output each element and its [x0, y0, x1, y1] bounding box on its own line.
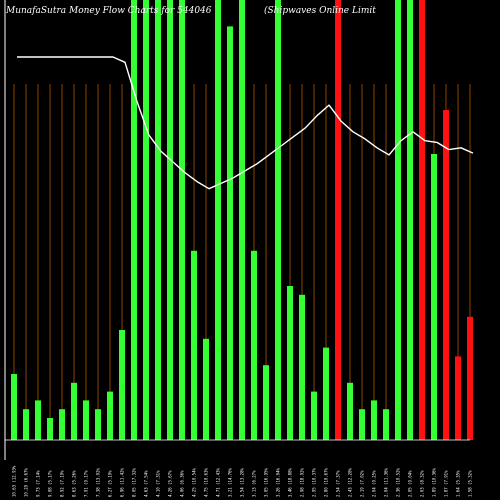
x-tick-label: 2.04 (11.36%	[384, 468, 389, 497]
x-tick-label: 7.91 (9.17%	[84, 470, 89, 497]
x-tick-label: 4.25 (10.54%	[192, 468, 197, 497]
bar	[119, 330, 125, 440]
bar	[131, 0, 137, 440]
x-tick-label: 1.87 (7.91%	[444, 470, 449, 497]
x-tick-label: 2.04 (9.25%	[372, 470, 377, 497]
x-tick-label: 2.36 (10.52%	[396, 468, 401, 497]
money-flow-line	[17, 56, 474, 190]
x-tick-label: 4.26 (5.67%	[168, 470, 173, 497]
bar	[407, 0, 413, 440]
bar	[311, 391, 317, 440]
x-tick-label: 8.63 (5.26%	[72, 470, 77, 497]
x-tick-label: 6.27 (5.19%	[108, 470, 113, 497]
bar	[287, 286, 293, 440]
bar	[203, 338, 209, 440]
bar	[83, 400, 89, 440]
bar	[335, 0, 341, 440]
bar	[191, 250, 197, 440]
bar	[71, 382, 77, 440]
x-tick-label: 6.96 (11.42%	[120, 468, 125, 497]
bar	[323, 347, 329, 440]
x-tick-label: 2.19 (7.02%	[360, 470, 365, 497]
bar	[455, 356, 461, 440]
x-tick-label: 2.98 (18.92%	[300, 468, 305, 497]
x-tick-label: 1.89 (10.36%	[432, 468, 437, 497]
x-tick-label: 10.29 (6.67%	[24, 468, 29, 497]
bar	[47, 418, 53, 440]
bar	[467, 316, 473, 440]
x-tick-label: 3.21 (14.76%	[228, 468, 233, 497]
bar	[143, 0, 149, 440]
x-tick-label: 8.92 (7.19%	[60, 470, 65, 497]
bar	[167, 0, 173, 440]
bar	[227, 26, 233, 441]
bar	[263, 365, 269, 440]
x-tick-label: 3.05 (16.95%	[264, 468, 269, 497]
x-tick-label: 2.95 (10.37%	[312, 468, 317, 497]
bar	[371, 400, 377, 440]
x-tick-label: 2.03 (8.32%	[420, 470, 425, 497]
bar	[107, 391, 113, 440]
bar	[359, 409, 365, 440]
bar-series	[11, 0, 473, 441]
bar	[431, 154, 437, 440]
bar	[383, 409, 389, 440]
x-tick-label: 2.54 (7.37%	[336, 470, 341, 497]
bar	[251, 250, 257, 440]
bar	[59, 409, 65, 440]
bar	[95, 409, 101, 440]
bar	[179, 0, 185, 440]
bar	[239, 0, 245, 440]
x-tick-label: 4.71 (12.43%	[216, 468, 221, 497]
x-tick-label: 8.05 (17.32%	[132, 468, 137, 497]
bar	[419, 0, 425, 440]
chart-title: MunafaSutra Money Flow Charts for 544046	[5, 6, 212, 16]
x-tick-label: 1.58 (5.32%	[468, 470, 473, 497]
x-tick-label: 9.08 (5.17%	[48, 470, 53, 497]
x-tick-label: 10.63 (12.93%	[12, 465, 17, 497]
x-tick-label: 2.43 (12.28%	[348, 468, 353, 497]
bar	[443, 110, 449, 440]
x-tick-label: 1.64 (5.35%	[456, 470, 461, 497]
x-tick-label: 3.46 (18.88%	[288, 468, 293, 497]
x-tick-label: 3.54 (13.28%	[240, 468, 245, 497]
x-tick-label: 3.26 (16.04%	[276, 468, 281, 497]
x-tick-label: 7.38 (13.02%	[96, 468, 101, 497]
x-tick-label: 4.63 (7.54%	[144, 470, 149, 497]
x-tick-label: 3.13 (6.27%	[252, 470, 257, 497]
bar	[215, 0, 221, 440]
bar	[347, 382, 353, 440]
chart-subtitle: (Shipwaves Online Limit	[264, 5, 376, 16]
x-tick-label: 4.75 (10.63%	[204, 468, 209, 497]
bar	[395, 0, 401, 440]
bar	[23, 409, 29, 440]
x-tick-labels: 10.63 (12.93% 10.29 (6.67% 9.73 (7.14% 9.08…	[12, 465, 473, 497]
bar	[11, 374, 17, 440]
x-tick-label: 2.05 (9.04%	[408, 470, 413, 497]
x-tick-label: 9.73 (7.14%	[36, 470, 41, 497]
bar	[35, 400, 41, 440]
bar	[155, 0, 161, 440]
x-tick-label: 2.80 (10.67%	[324, 468, 329, 497]
bar	[275, 0, 281, 440]
bar	[299, 294, 305, 440]
x-tick-label: 4.06 (6.36%	[180, 470, 185, 497]
x-tick-label: 4.10 (7.31%	[156, 470, 161, 497]
